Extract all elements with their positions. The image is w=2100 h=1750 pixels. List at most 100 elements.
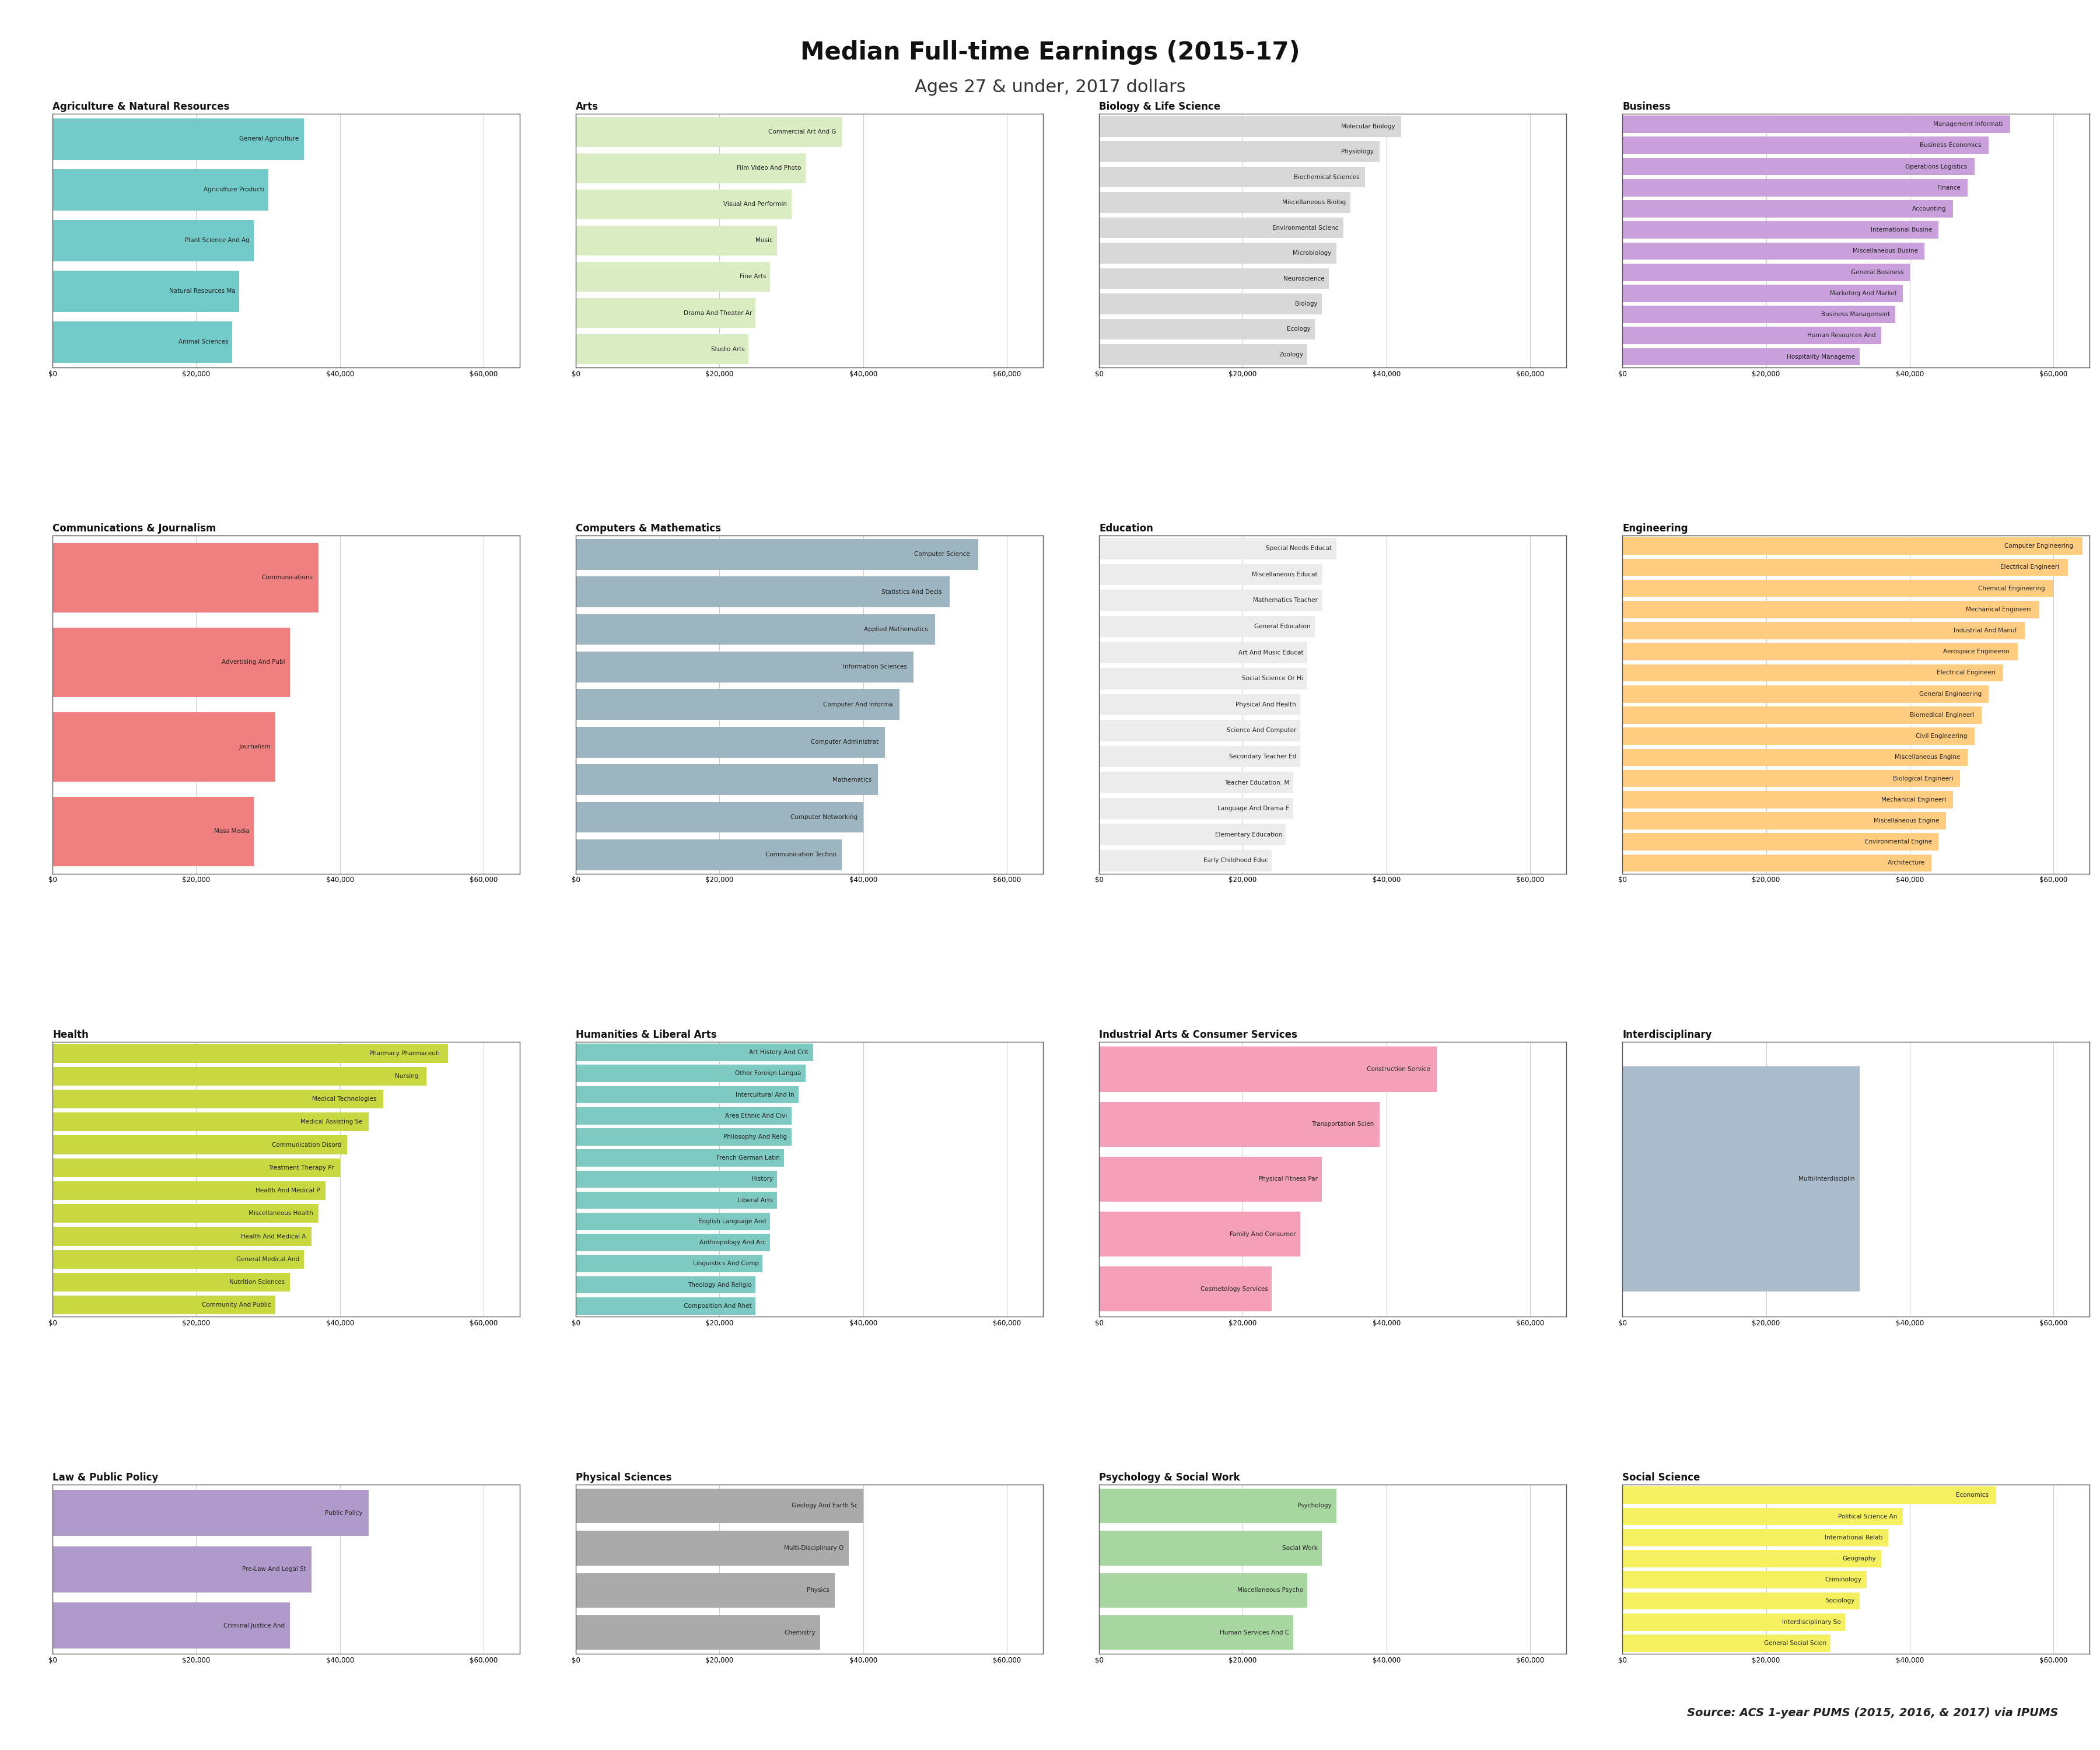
Text: Health And Medical A: Health And Medical A xyxy=(242,1234,307,1239)
Text: Social Work: Social Work xyxy=(1281,1545,1317,1550)
Bar xyxy=(1098,1267,1270,1311)
Bar xyxy=(1623,621,2024,639)
Bar xyxy=(1098,345,1308,366)
Bar xyxy=(1098,1489,1336,1522)
Text: Accounting: Accounting xyxy=(1913,206,1947,212)
Text: Biology: Biology xyxy=(1296,301,1317,306)
Text: Agriculture & Natural Resources: Agriculture & Natural Resources xyxy=(52,102,229,112)
Bar xyxy=(1623,642,2018,660)
Text: Mechanical Engineeri: Mechanical Engineeri xyxy=(1966,607,2031,612)
Bar xyxy=(575,1276,756,1293)
Text: Miscellaneous Health: Miscellaneous Health xyxy=(248,1211,313,1216)
Bar xyxy=(52,1295,275,1314)
Bar xyxy=(52,1181,326,1201)
Bar xyxy=(52,1272,290,1292)
Text: Art History And Crit: Art History And Crit xyxy=(750,1050,809,1055)
Text: Miscellaneous Busine: Miscellaneous Busine xyxy=(1852,248,1917,254)
Text: Computer And Informa: Computer And Informa xyxy=(823,702,892,707)
Text: Construction Service: Construction Service xyxy=(1367,1066,1430,1073)
Text: Biochemical Sciences: Biochemical Sciences xyxy=(1294,175,1359,180)
Text: Treatment Therapy Pr: Treatment Therapy Pr xyxy=(269,1166,334,1171)
Text: Ecology: Ecology xyxy=(1287,326,1310,332)
Bar xyxy=(575,1150,783,1167)
Bar xyxy=(575,802,863,833)
Text: Interdisciplinary: Interdisciplinary xyxy=(1623,1029,1712,1040)
Bar xyxy=(575,189,792,219)
Text: Special Needs Educat: Special Needs Educat xyxy=(1266,546,1331,551)
Text: Nutrition Sciences: Nutrition Sciences xyxy=(229,1279,286,1284)
Bar xyxy=(1098,1157,1321,1202)
Text: Aerospace Engineerin: Aerospace Engineerin xyxy=(1943,649,2010,654)
Text: Criminal Justice And: Criminal Justice And xyxy=(223,1622,286,1629)
Bar xyxy=(1098,1615,1294,1650)
Text: Molecular Biology: Molecular Biology xyxy=(1340,124,1394,130)
Bar xyxy=(1623,1592,1859,1610)
Bar xyxy=(1098,746,1300,766)
Text: Nursing: Nursing xyxy=(395,1073,418,1080)
Text: Marketing And Market: Marketing And Market xyxy=(1829,290,1896,296)
Bar xyxy=(1098,166,1365,187)
Text: Multi-Disciplinary O: Multi-Disciplinary O xyxy=(783,1545,844,1550)
Bar xyxy=(52,170,269,210)
Text: Composition And Rhet: Composition And Rhet xyxy=(685,1304,752,1309)
Bar xyxy=(1623,136,1989,154)
Text: Information Sciences: Information Sciences xyxy=(842,663,907,670)
Text: Computer Networking: Computer Networking xyxy=(790,814,857,821)
Bar xyxy=(575,1171,777,1188)
Text: Film Video And Photo: Film Video And Photo xyxy=(737,164,802,172)
Bar xyxy=(1098,824,1285,845)
Text: Human Resources And: Human Resources And xyxy=(1808,332,1875,338)
Bar xyxy=(1623,178,1968,196)
Text: English Language And: English Language And xyxy=(697,1218,766,1225)
Bar xyxy=(575,1192,777,1209)
Bar xyxy=(1098,772,1294,793)
Text: Elementary Education: Elementary Education xyxy=(1216,831,1283,838)
Bar xyxy=(52,322,233,362)
Text: Industrial Arts & Consumer Services: Industrial Arts & Consumer Services xyxy=(1098,1029,1298,1040)
Bar xyxy=(575,1255,762,1272)
Text: Zoology: Zoology xyxy=(1279,352,1304,357)
Bar xyxy=(1623,1530,1888,1547)
Text: Linguistics And Comp: Linguistics And Comp xyxy=(693,1260,758,1267)
Text: General Medical And: General Medical And xyxy=(235,1256,298,1262)
Bar xyxy=(575,614,935,644)
Bar xyxy=(575,576,949,607)
Text: Mass Media: Mass Media xyxy=(214,828,250,835)
Text: Business Management: Business Management xyxy=(1821,312,1890,317)
Text: Chemistry: Chemistry xyxy=(783,1629,815,1636)
Text: Computer Engineering: Computer Engineering xyxy=(2003,542,2073,550)
Bar xyxy=(52,1547,311,1592)
Bar xyxy=(1623,306,1896,324)
Bar xyxy=(575,539,979,570)
Text: Family And Consumer: Family And Consumer xyxy=(1231,1232,1296,1237)
Bar xyxy=(575,334,748,364)
Bar xyxy=(52,1068,426,1085)
Bar xyxy=(1623,158,1974,175)
Bar xyxy=(1623,812,1947,829)
Text: Environmental Engine: Environmental Engine xyxy=(1865,838,1932,845)
Text: History: History xyxy=(752,1176,773,1181)
Bar xyxy=(1098,243,1336,264)
Text: Psychology & Social Work: Psychology & Social Work xyxy=(1098,1472,1239,1482)
Bar xyxy=(1623,770,1959,788)
Text: Health: Health xyxy=(52,1029,88,1040)
Text: Neuroscience: Neuroscience xyxy=(1283,276,1325,282)
Text: International Relati: International Relati xyxy=(1825,1535,1884,1540)
Bar xyxy=(1098,1046,1436,1092)
Text: Communication Techno: Communication Techno xyxy=(764,852,836,858)
Bar xyxy=(575,1043,813,1060)
Text: Fine Arts: Fine Arts xyxy=(739,273,766,280)
Bar xyxy=(575,154,806,184)
Bar xyxy=(1098,217,1344,238)
Bar xyxy=(52,271,239,312)
Text: Communications: Communications xyxy=(262,574,313,581)
Text: Anthropology And Arc: Anthropology And Arc xyxy=(699,1239,766,1246)
Text: Pharmacy Pharmaceuti: Pharmacy Pharmaceuti xyxy=(370,1050,439,1057)
Text: Economics: Economics xyxy=(1955,1493,1989,1498)
Text: Miscellaneous Biolog: Miscellaneous Biolog xyxy=(1281,200,1346,205)
Text: Mechanical Engineeri: Mechanical Engineeri xyxy=(1882,796,1947,803)
Text: Community And Public: Community And Public xyxy=(202,1302,271,1307)
Bar xyxy=(52,1250,304,1269)
Bar xyxy=(575,651,914,682)
Text: Agriculture Producti: Agriculture Producti xyxy=(204,187,265,192)
